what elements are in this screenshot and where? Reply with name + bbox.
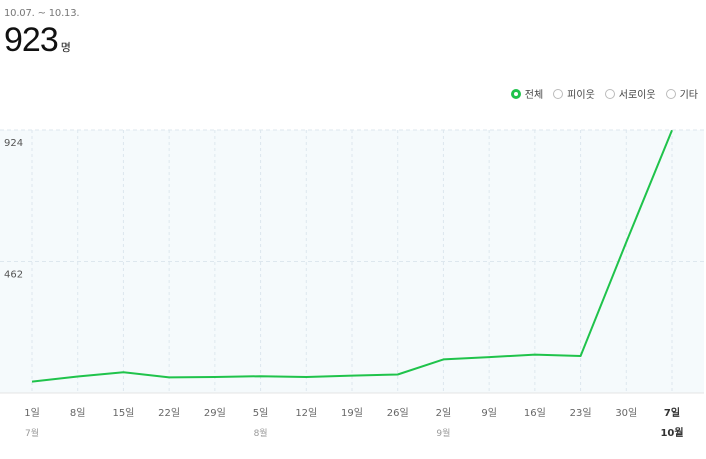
x-tick-label: 16일 [524, 407, 546, 419]
series-line [31, 129, 673, 383]
filter-label: 전체 [524, 90, 544, 101]
x-tick-label: 8일 [70, 407, 86, 419]
radio-icon[interactable] [553, 88, 564, 99]
x-tick-label: 15일 [112, 407, 134, 419]
radio-icon[interactable] [604, 88, 615, 99]
month-label: 7월 [25, 427, 39, 439]
filter-all[interactable]: 전체 [510, 86, 544, 101]
filter-other[interactable]: 기타 [665, 86, 698, 101]
filter-label: 기타 [679, 90, 698, 101]
radio-icon[interactable] [665, 88, 676, 99]
x-tick-label: 1일 [24, 407, 40, 419]
x-tick-label: 7일 [664, 406, 680, 419]
radio-icon[interactable] [510, 88, 521, 99]
filter-label: 피이웃 [567, 90, 595, 101]
x-tick-label: 9일 [481, 407, 497, 419]
x-tick-label: 26일 [387, 407, 409, 419]
total-visitors: 923 명 [4, 23, 71, 57]
x-tick-label: 30일 [615, 407, 637, 419]
x-tick-label: 12일 [295, 407, 317, 419]
filter-radio-group: 전체 피이웃 서로이웃 기타 [510, 86, 698, 101]
y-tick-label: 924 [4, 138, 23, 149]
filter-mutual-neighbor[interactable]: 서로이웃 [604, 86, 656, 101]
x-tick-label: 5일 [253, 407, 269, 419]
total-unit: 명 [60, 41, 71, 54]
month-label: 8월 [254, 427, 268, 439]
x-tick-label: 29일 [204, 407, 226, 419]
filter-neighbor[interactable]: 피이웃 [553, 86, 595, 101]
x-tick-label: 23일 [570, 407, 592, 419]
y-tick-label: 462 [4, 270, 23, 281]
x-tick-label: 22일 [158, 407, 180, 419]
total-value: 923 [4, 21, 59, 59]
period-range: 10.07. ~ 10.13. [4, 8, 80, 19]
x-tick-label: 19일 [341, 407, 363, 419]
month-label: 9월 [436, 427, 450, 439]
month-label: 10월 [660, 427, 683, 439]
x-tick-label: 2일 [436, 407, 452, 419]
filter-label: 서로이웃 [618, 90, 656, 101]
